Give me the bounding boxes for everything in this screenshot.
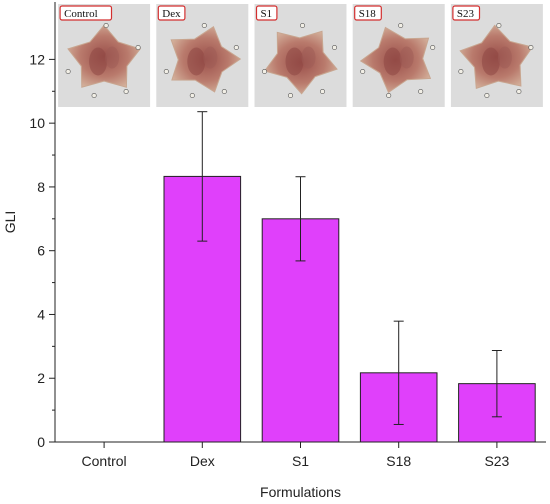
pin-head (528, 44, 534, 50)
pin-head (360, 69, 366, 75)
y-tick-label: 12 (29, 51, 45, 67)
tissue-fold (399, 46, 414, 69)
pin-head (261, 69, 267, 75)
pin-head (496, 22, 502, 28)
tissue-fold (383, 47, 402, 76)
tissue-fold (497, 46, 512, 69)
pin-head (135, 44, 141, 50)
pin-head (233, 44, 239, 50)
bar-group (163, 175, 536, 443)
pin-head (65, 69, 71, 75)
pin-head (430, 44, 436, 50)
photo-label-box (354, 5, 382, 21)
pin-head (418, 89, 424, 95)
y-tick-label: 0 (37, 434, 45, 450)
tissue-fold (187, 47, 206, 76)
pin-head (221, 89, 227, 95)
x-tick-label: S18 (386, 453, 411, 469)
y-tick-label: 2 (37, 370, 45, 386)
tissue-fold (89, 47, 108, 76)
tissue-fold (301, 46, 316, 69)
pin-head (516, 89, 522, 95)
pin-head (458, 69, 464, 75)
pin-head (484, 93, 490, 99)
photo-label-box (452, 5, 481, 21)
pin-head (299, 22, 305, 28)
tissue-fold (481, 47, 500, 76)
photo-label: S18 (359, 8, 377, 20)
pin-head (189, 93, 195, 99)
x-tick-label: S23 (484, 453, 509, 469)
pin-head (398, 22, 404, 28)
photo-strip: Control Dex S1 S18 S23 (58, 4, 543, 107)
tick-group: 0 2 4 6 8 10 12 Control Dex S1 S18 S23 (29, 51, 509, 469)
pin-head (103, 22, 109, 28)
pin-head (331, 44, 337, 50)
y-tick-label: 4 (37, 306, 45, 322)
tissue-fold (285, 47, 304, 76)
photo-label: S1 (261, 8, 273, 20)
x-axis-title: Formulations (260, 484, 341, 500)
photo-label: Dex (162, 8, 181, 20)
photo-label-box (59, 5, 113, 21)
pin-head (91, 93, 97, 99)
y-tick-label: 10 (29, 115, 45, 131)
tissue-fold (203, 46, 218, 69)
tissue-photo: S18 (352, 4, 445, 107)
pin-head (123, 89, 129, 95)
pin-head (287, 93, 293, 99)
pin-head (386, 93, 392, 99)
x-tick-label: S1 (292, 453, 309, 469)
pin-head (201, 22, 207, 28)
pin-head (319, 89, 325, 95)
photo-label-box (157, 5, 186, 21)
tissue-photo: Dex (156, 4, 249, 107)
error-bar-group (197, 111, 502, 425)
photo-label-box (255, 5, 278, 21)
x-tick-label: Control (82, 453, 127, 469)
tissue-fold (105, 46, 120, 69)
y-tick-label: 6 (37, 243, 45, 259)
x-tick-label: Dex (190, 453, 215, 469)
tissue-photo: S23 (450, 4, 543, 107)
photo-label: S23 (457, 8, 475, 20)
tissue-photo: Control (58, 4, 151, 107)
y-tick-label: 8 (37, 179, 45, 195)
photo-label: Control (64, 8, 98, 20)
y-axis-title: GLI (2, 211, 18, 234)
tissue-photo: S1 (254, 4, 347, 107)
pin-head (163, 69, 169, 75)
